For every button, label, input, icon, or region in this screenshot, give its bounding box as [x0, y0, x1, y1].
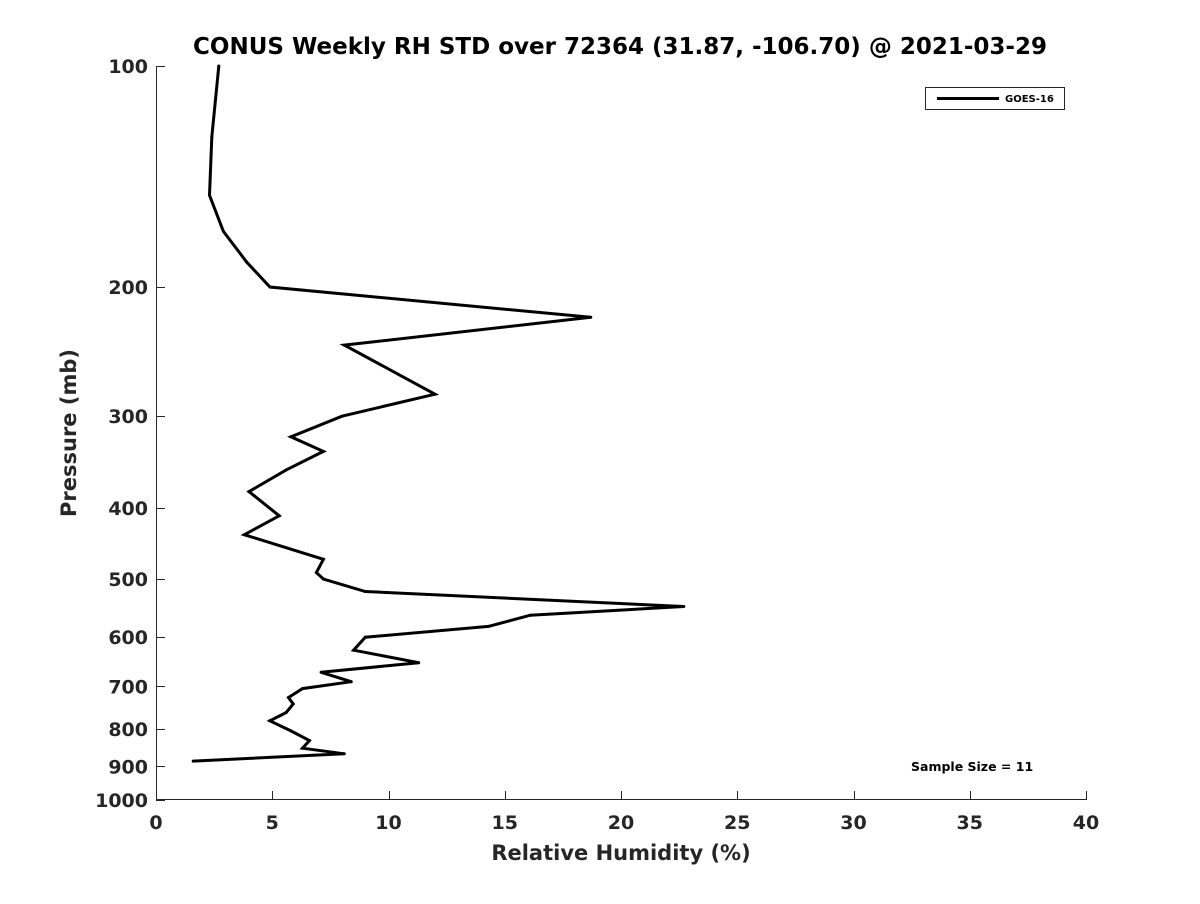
x-ticks: 0 5 10 15 20 25 30 35 40: [149, 791, 1099, 834]
data-point: [289, 729, 293, 733]
data-point: [221, 229, 225, 233]
x-axis-label: Relative Humidity (%): [491, 841, 750, 865]
data-point: [363, 635, 367, 639]
y-tick-label: 900: [108, 756, 148, 778]
data-point: [301, 746, 304, 750]
data-point: [363, 590, 367, 593]
x-tick-label: 15: [492, 812, 518, 834]
data-point: [682, 605, 686, 608]
data-point: [217, 64, 221, 68]
data-point: [208, 193, 211, 197]
data-point: [433, 392, 437, 396]
data-point: [342, 752, 346, 756]
data-point: [528, 613, 532, 617]
data-point: [210, 135, 214, 139]
data-point: [314, 571, 318, 575]
data-point: [342, 343, 346, 347]
data-point: [319, 670, 323, 674]
data-point: [268, 719, 272, 723]
data-point: [289, 435, 293, 439]
chart-title: CONUS Weekly RH STD over 72364 (31.87, -…: [193, 34, 1047, 60]
data-point: [321, 557, 325, 561]
data-point: [352, 648, 356, 652]
data-point: [284, 468, 288, 472]
y-tick-label: 300: [108, 406, 148, 428]
legend: GOES-16: [925, 87, 1065, 110]
series-line-goes-16: [193, 65, 684, 763]
data-point: [321, 449, 325, 453]
data-point: [291, 702, 295, 706]
y-tick-label: 1000: [95, 790, 148, 812]
x-tick-label: 30: [840, 812, 866, 834]
data-point: [277, 514, 281, 518]
data-point: [242, 533, 246, 537]
y-tick-label: 400: [108, 498, 148, 520]
x-tick-label: 25: [724, 812, 750, 834]
x-tick-label: 40: [1073, 812, 1099, 834]
y-tick-label: 700: [108, 676, 148, 698]
data-point: [191, 759, 195, 763]
data-point: [284, 711, 288, 714]
data-point: [245, 260, 249, 264]
y-tick-label: 500: [108, 569, 148, 591]
y-ticks: 100 200 300 400 500 600 700 800 900 1000: [95, 56, 165, 812]
x-tick-label: 35: [957, 812, 983, 834]
data-point: [287, 696, 290, 699]
data-point: [247, 490, 251, 494]
y-tick-label: 200: [108, 277, 148, 299]
data-point: [301, 687, 304, 691]
y-tick-label: 600: [108, 627, 148, 649]
data-point: [321, 577, 325, 581]
data-point: [307, 739, 311, 743]
data-point: [349, 680, 353, 684]
data-point: [589, 315, 593, 319]
series-layer: [191, 64, 686, 763]
data-point: [268, 285, 272, 289]
x-tick-label: 0: [149, 812, 162, 834]
data-point: [487, 624, 490, 628]
y-tick-label: 100: [108, 56, 148, 78]
sample-size-annotation: Sample Size = 11: [911, 759, 1033, 774]
x-tick-label: 20: [608, 812, 634, 834]
y-tick-label: 800: [108, 719, 148, 741]
x-tick-label: 5: [266, 812, 279, 834]
legend-label-goes-16: GOES-16: [1005, 94, 1054, 105]
data-point: [340, 414, 344, 418]
y-axis-label: Pressure (mb): [57, 349, 81, 517]
data-point: [417, 661, 421, 665]
x-tick-label: 10: [375, 812, 401, 834]
